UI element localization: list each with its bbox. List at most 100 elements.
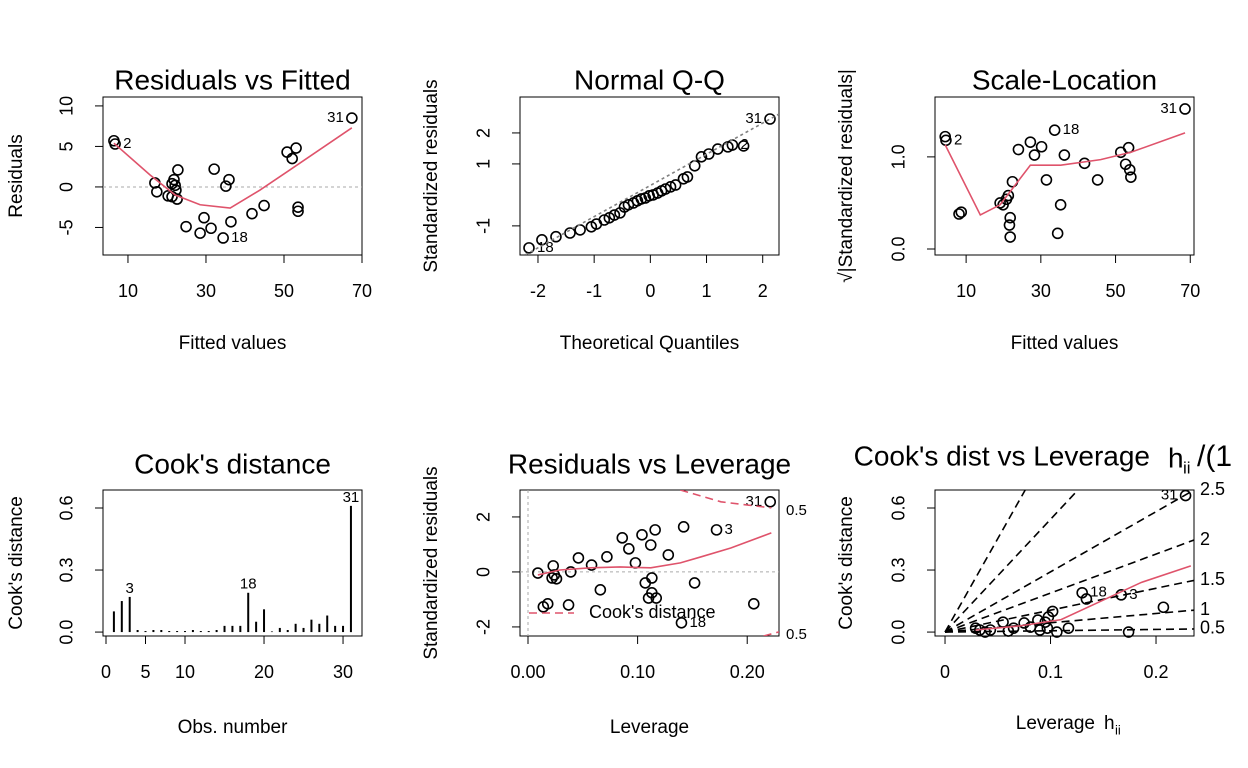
point-label: 3 bbox=[725, 521, 733, 538]
x-tick-label: 70 bbox=[1180, 281, 1200, 301]
x-tick-label: 1 bbox=[702, 281, 712, 301]
point-label: 18 bbox=[1063, 121, 1080, 138]
data-point bbox=[984, 624, 997, 636]
x-tick-label: 0.10 bbox=[620, 662, 655, 682]
y-tick-label: 0.3 bbox=[57, 558, 77, 583]
smooth-line bbox=[975, 565, 1192, 631]
x-axis-label: Theoretical Quantiles bbox=[560, 333, 740, 354]
y-tick-label: 1 bbox=[474, 159, 494, 169]
plot-box bbox=[519, 489, 780, 637]
data-point bbox=[166, 177, 178, 190]
data-point bbox=[688, 577, 701, 589]
chart-title: Cook's dist vs Leverage bbox=[854, 440, 1150, 471]
data-point bbox=[702, 148, 715, 160]
smooth-line bbox=[944, 132, 1186, 217]
y-tick-label: 0.6 bbox=[57, 495, 77, 520]
y-tick-label: 0.0 bbox=[889, 620, 909, 645]
data-point bbox=[546, 572, 558, 584]
plot-box bbox=[102, 489, 363, 637]
data-point bbox=[1122, 626, 1135, 638]
point-label: 31 bbox=[1160, 100, 1177, 117]
contour-line bbox=[523, 113, 779, 255]
data-point bbox=[564, 566, 577, 578]
x-axis-label: Leverage bbox=[610, 717, 689, 738]
data-point bbox=[246, 207, 258, 220]
y-axis-label: Cook's distance bbox=[836, 496, 857, 630]
data-point bbox=[616, 532, 629, 544]
data-point bbox=[623, 543, 635, 555]
y-tick-label: 1.0 bbox=[889, 144, 909, 169]
x-tick-label: 50 bbox=[1106, 281, 1126, 301]
data-point bbox=[346, 112, 358, 124]
plot-box bbox=[102, 96, 363, 256]
data-point bbox=[662, 549, 675, 561]
data-point bbox=[1040, 174, 1053, 186]
x-tick-label: 30 bbox=[1031, 281, 1051, 301]
data-point bbox=[1007, 622, 1020, 634]
panel: Residuals vs Fitted Fitted values Residual… bbox=[6, 64, 372, 354]
data-point bbox=[695, 150, 708, 163]
y-tick-label: 0.0 bbox=[57, 620, 77, 645]
point-label: 2 bbox=[123, 135, 131, 152]
data-point bbox=[1179, 489, 1192, 502]
contour-line bbox=[944, 490, 1194, 633]
panel: Residuals vs Leverage Leverage Standardize… bbox=[421, 448, 807, 738]
data-point bbox=[172, 164, 184, 176]
y2-tick-label: 0.5 bbox=[1200, 618, 1225, 638]
x-tick-label: 30 bbox=[196, 281, 216, 301]
title-math: /(1 bbox=[1197, 440, 1232, 473]
data-point bbox=[223, 173, 235, 186]
x-tick-label: -1 bbox=[586, 281, 602, 301]
x-tick-label: 0 bbox=[645, 281, 655, 301]
y-tick-label: 0 bbox=[57, 182, 77, 192]
x-tick-label: 5 bbox=[141, 662, 151, 682]
data-point bbox=[1012, 143, 1025, 156]
data-point bbox=[258, 199, 270, 212]
x-tick-label: 0.20 bbox=[730, 662, 765, 682]
point-label: 3 bbox=[1129, 586, 1137, 603]
y-tick-label: 10 bbox=[57, 96, 77, 116]
data-point bbox=[636, 529, 648, 541]
data-point bbox=[1125, 171, 1137, 183]
point-label: 31 bbox=[1161, 487, 1178, 504]
legend-label: Cook's distance bbox=[589, 602, 716, 622]
y2-tick-label: 2 bbox=[1200, 529, 1210, 549]
y2-tick-label: 2.5 bbox=[1200, 479, 1225, 499]
data-point bbox=[171, 193, 183, 205]
data-point bbox=[1054, 198, 1067, 211]
data-point bbox=[1004, 231, 1017, 243]
data-point bbox=[955, 206, 968, 218]
y-tick-label: 0 bbox=[474, 567, 494, 577]
data-point bbox=[1041, 622, 1054, 634]
y-tick-label: 0.6 bbox=[889, 495, 909, 520]
data-point bbox=[681, 171, 694, 183]
data-point bbox=[649, 524, 661, 536]
panel: Scale-Location Fitted values √|Standardize… bbox=[836, 64, 1200, 354]
chart-title: Scale-Location bbox=[972, 64, 1157, 95]
panel: Normal Q-Q Theoretical Quantiles Standardi… bbox=[421, 64, 780, 354]
title-math: ii bbox=[1183, 458, 1191, 477]
data-point bbox=[194, 227, 206, 239]
data-point bbox=[747, 598, 760, 610]
x-tick-label: 10 bbox=[175, 662, 195, 682]
data-point bbox=[1078, 157, 1091, 170]
x-axis-label: Fitted values bbox=[1011, 333, 1119, 354]
point-label: 18 bbox=[240, 576, 257, 593]
data-point bbox=[208, 163, 220, 175]
data-point bbox=[764, 496, 777, 508]
title-math: h bbox=[1168, 442, 1184, 473]
x-tick-label: 70 bbox=[352, 281, 372, 301]
point-label: 3 bbox=[126, 580, 134, 597]
x-axis-label: Fitted values bbox=[179, 333, 287, 354]
x-label-math: ii bbox=[1115, 722, 1121, 737]
plot-box bbox=[934, 96, 1195, 256]
x-label-math: h bbox=[1104, 713, 1115, 734]
chart-title: Residuals vs Leverage bbox=[508, 448, 791, 479]
data-point bbox=[675, 617, 688, 629]
data-point bbox=[710, 524, 723, 536]
data-point bbox=[1034, 624, 1046, 636]
point-label: 31 bbox=[343, 489, 360, 506]
data-point bbox=[198, 211, 210, 224]
data-point bbox=[205, 222, 217, 235]
